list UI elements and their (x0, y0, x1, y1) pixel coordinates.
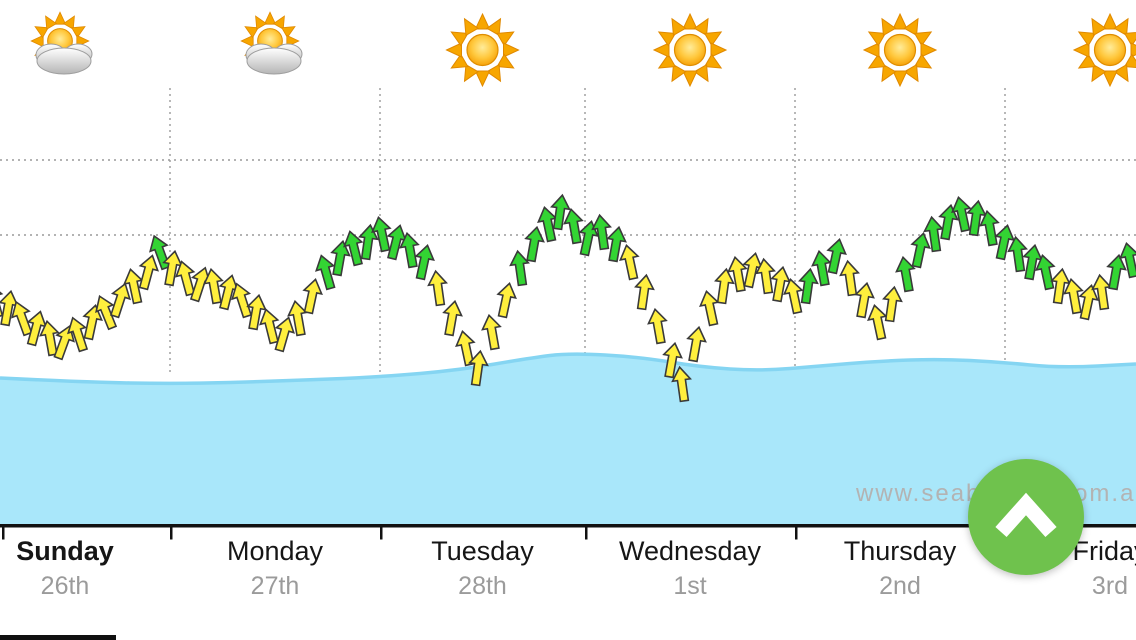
wind-arrow (134, 252, 162, 292)
water-top-line (0, 352, 1136, 386)
x-axis (0, 524, 1136, 540)
x-axis-line (0, 524, 1136, 528)
weather-icon-sunny (1074, 14, 1136, 86)
axis-tick (380, 527, 383, 540)
wind-arrow (492, 280, 520, 320)
partial-element-bottom-left (0, 635, 116, 640)
wind-arrow (795, 267, 821, 305)
weather-icon-sunny (864, 14, 936, 86)
water-fill (0, 354, 1136, 524)
scroll-to-top-button[interactable] (968, 459, 1084, 575)
wind-arrow (645, 306, 671, 346)
wind-arrow (439, 298, 465, 338)
wind-arrow (631, 273, 657, 311)
weather-icon-sunny (654, 14, 726, 86)
wind-arrow (561, 206, 587, 246)
wind-arrow (837, 259, 863, 297)
water-area (0, 352, 1136, 524)
weather-icon-sunny (447, 14, 519, 86)
axis-tick (585, 527, 588, 540)
axis-tick (170, 527, 173, 540)
weather-icon-partly-cloudy (31, 12, 92, 74)
wind-arrow (425, 269, 451, 307)
wind-arrow (616, 242, 644, 282)
wind-arrow (711, 267, 737, 305)
wind-arrow (521, 224, 547, 264)
wind-arrow (479, 312, 505, 352)
axis-tick (2, 527, 5, 540)
wind-arrow (683, 324, 709, 364)
wind-arrow (906, 230, 934, 270)
chevron-up-icon (995, 492, 1057, 537)
axis-tick (795, 527, 798, 540)
weather-icon-partly-cloudy (241, 12, 302, 74)
weather-icons-row (31, 12, 1136, 86)
